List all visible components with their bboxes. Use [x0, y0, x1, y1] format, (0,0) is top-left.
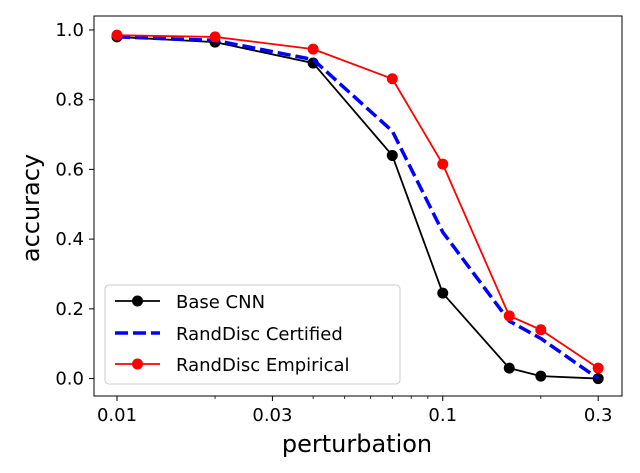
- data-point-base-cnn-5: [503, 362, 515, 374]
- x-axis-title: perturbation: [282, 430, 432, 458]
- x-tick-label: 0.3: [584, 405, 613, 426]
- axes-frame: [93, 15, 623, 397]
- data-point-randdisc-empirical-5: [503, 310, 515, 322]
- y-tick-label: 0.0: [55, 369, 84, 390]
- data-point-randdisc-empirical-3: [386, 73, 398, 85]
- data-point-randdisc-empirical-6: [535, 324, 547, 336]
- data-point-base-cnn-3: [386, 149, 398, 161]
- x-tick-label: 0.03: [252, 405, 292, 426]
- legend-marker-base-cnn: [132, 295, 143, 307]
- series-line-randdisc-empirical: [116, 34, 599, 369]
- plot-area: [111, 29, 604, 385]
- data-point-base-cnn-4: [437, 287, 449, 299]
- data-point-randdisc-empirical-0: [111, 29, 123, 41]
- legend-label-base-cnn: Base CNN: [176, 292, 265, 313]
- legend-label-randdisc-empirical: RandDisc Empirical: [176, 355, 350, 376]
- y-tick-label: 0.2: [55, 299, 84, 320]
- legend-entry-base-cnn: Base CNN: [115, 292, 265, 313]
- series-line-randdisc-certified: [116, 35, 600, 381]
- legend-frame: [104, 284, 401, 385]
- y-tick-label: 1.0: [55, 20, 84, 41]
- x-tick-label: 0.01: [97, 405, 137, 426]
- data-point-randdisc-empirical-4: [437, 158, 449, 170]
- data-point-base-cnn-6: [535, 370, 547, 382]
- data-point-randdisc-empirical-7: [592, 362, 604, 374]
- legend-marker-randdisc-empirical: [132, 358, 143, 370]
- legend-label-randdisc-certified: RandDisc Certified: [176, 324, 343, 345]
- y-tick-label: 0.8: [55, 90, 84, 111]
- axes: 0.01 0.03 0.1 0.3 0.0 0.2 0.4 0.6 0.8 1.0: [55, 15, 623, 426]
- legend-entry-randdisc-certified: RandDisc Certified: [115, 324, 343, 345]
- legend-entry-randdisc-empirical: RandDisc Empirical: [115, 355, 350, 376]
- y-axis-title: accuracy: [17, 154, 45, 262]
- legend: Base CNN RandDisc Certified RandDisc Emp…: [104, 284, 401, 385]
- y-tick-label: 0.4: [55, 229, 84, 250]
- y-tick-label: 0.6: [55, 159, 84, 180]
- data-point-randdisc-empirical-2: [307, 43, 319, 55]
- x-tick-label: 0.1: [428, 405, 457, 426]
- data-point-randdisc-empirical-1: [209, 31, 221, 43]
